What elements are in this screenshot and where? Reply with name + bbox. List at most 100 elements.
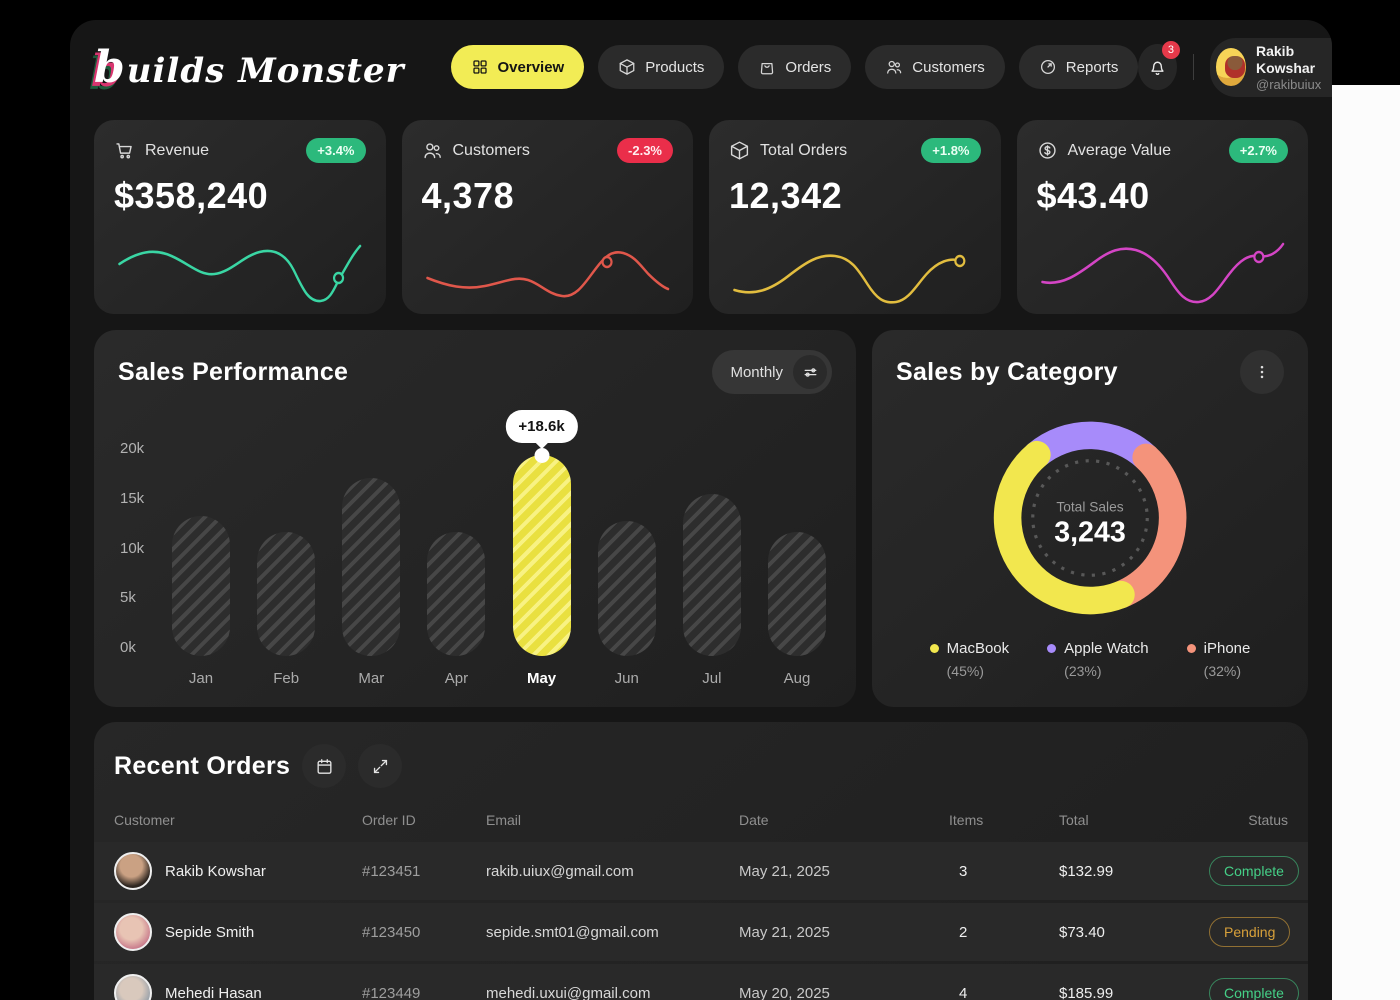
legend-item-apple-watch: Apple Watch (23%) [1047, 640, 1149, 679]
report-icon [1040, 59, 1055, 75]
y-tick: 15k [120, 489, 145, 507]
notifications-button[interactable]: 3 [1138, 41, 1180, 90]
sales-performance-panel: Sales Performance Monthly 20k 15k 10k 5k [94, 330, 856, 707]
stat-delta-badge: +3.4% [306, 138, 366, 163]
order-id: #123449 [362, 984, 421, 1000]
bar-slot-mar [342, 440, 401, 656]
legend-percent: (45%) [946, 663, 984, 679]
items-count: 4 [959, 984, 968, 1000]
bar-jun[interactable] [597, 521, 656, 656]
donut-center-label: Total Sales [1056, 500, 1123, 515]
nav-label: Customers [912, 58, 985, 76]
sales-performance-title: Sales Performance [118, 357, 349, 386]
bar-slot-jun [597, 440, 656, 656]
expand-icon [373, 759, 387, 773]
package-icon [730, 141, 749, 160]
email: rakib.uiux@gmail.com [486, 862, 634, 880]
table-row[interactable]: Mehedi Hasan #123449 mehedi.uxui@gmail.c… [94, 964, 1308, 1000]
legend-label: MacBook [946, 640, 1010, 657]
y-tick: 5k [120, 589, 136, 607]
x-tick-highlighted: May [526, 670, 557, 687]
nav-label: Reports [1065, 58, 1119, 76]
stat-delta-badge: -2.3% [617, 138, 673, 163]
y-tick: 10k [120, 539, 145, 557]
date: May 21, 2025 [739, 923, 830, 941]
bar-jan[interactable] [172, 515, 230, 656]
dollar-circle-icon [1038, 142, 1056, 159]
column-header: Date [739, 812, 769, 828]
customers-sparkline [425, 250, 669, 298]
customer-name: Rakib Kowshar [165, 862, 266, 880]
column-header: Email [486, 812, 522, 828]
column-header: Total [1059, 812, 1089, 828]
stat-card-revenue: Revenue +3.4% $358,240 [94, 120, 386, 314]
customer-name: Sepide Smith [165, 923, 255, 941]
email: sepide.smt01@gmail.com [486, 923, 659, 941]
average-value-sparkline [1040, 242, 1284, 304]
items-count: 3 [959, 862, 968, 880]
x-tick: Apr [444, 670, 469, 687]
bar-aug[interactable] [767, 531, 826, 656]
user-name: Rakib Kowshar [1256, 42, 1316, 76]
logo-text: uilds Monster [126, 50, 405, 91]
y-tick: 20k [120, 440, 145, 457]
email: mehedi.uxui@gmail.com [486, 984, 651, 1000]
avatar [114, 913, 152, 951]
bars-area: +18.6k [168, 410, 830, 656]
page-background-strip [1332, 85, 1400, 1000]
stat-label: Average Value [1067, 141, 1171, 159]
bar-slot-jan [172, 440, 230, 656]
bar-jul[interactable] [682, 494, 741, 656]
stat-delta-badge: +1.8% [921, 138, 981, 163]
avatar [114, 852, 152, 890]
stat-value: $358,240 [114, 175, 269, 216]
nav-tab-orders[interactable]: Orders [738, 45, 852, 89]
column-header: Order ID [362, 812, 416, 828]
orders-sparkline [733, 254, 966, 304]
logo-b-glyph: b [94, 41, 126, 93]
user-menu[interactable]: Rakib Kowshar @rakibuiux [1209, 37, 1332, 97]
nav-label: Products [645, 58, 705, 76]
header-divider [1192, 54, 1194, 80]
donut-segment-apple-watch[interactable] [1023, 421, 1160, 472]
stat-label: Revenue [145, 141, 210, 159]
nav-label: Orders [785, 58, 832, 76]
panel-menu-button[interactable] [1240, 350, 1284, 394]
bar-mar[interactable] [342, 477, 401, 656]
bar-apr[interactable] [427, 531, 486, 656]
user-info: Rakib Kowshar @rakibuiux [1256, 43, 1332, 92]
table-row[interactable]: Sepide Smith #123450 sepide.smt01@gmail.… [94, 903, 1308, 961]
y-axis: 20k 15k 10k 5k 0k [120, 440, 158, 656]
legend-label: Apple Watch [1064, 640, 1149, 657]
x-tick: Feb [273, 670, 300, 687]
header: builds Monster Overview Products Orders … [94, 36, 1332, 98]
legend-dot [1186, 644, 1196, 653]
sales-by-category-panel: Sales by Category Total Sales 3,243 [872, 330, 1308, 707]
table-row[interactable]: Rakib Kowshar #123451 rakib.uiux@gmail.c… [94, 842, 1308, 900]
status-badge: Complete [1209, 978, 1299, 1000]
period-filter-button[interactable]: Monthly [712, 350, 832, 394]
revenue-sparkline [118, 244, 362, 303]
bar-may-highlighted[interactable] [512, 455, 571, 656]
status-badge: Complete [1209, 856, 1299, 886]
notification-badge: 3 [1161, 41, 1180, 59]
stat-value: $43.40 [1036, 175, 1150, 216]
expand-button[interactable] [358, 744, 403, 788]
avatar [1215, 48, 1246, 86]
date: May 20, 2025 [739, 984, 830, 1000]
table-header: Customer Order ID Email Date Items Total… [94, 812, 1308, 842]
nav-tab-overview[interactable]: Overview [450, 45, 585, 89]
legend-label: iPhone [1203, 640, 1251, 657]
donut-segment-macbook[interactable] [993, 440, 1135, 615]
stat-card-average-value: Average Value +2.7% $43.40 [1016, 120, 1308, 314]
nav-tab-customers[interactable]: Customers [865, 45, 1005, 89]
legend-item-iphone: iPhone (32%) [1186, 640, 1251, 679]
bar-slot-feb [257, 440, 316, 656]
calendar-button[interactable] [302, 744, 347, 788]
donut-center-value: 3,243 [1054, 516, 1126, 548]
nav-tab-reports[interactable]: Reports [1018, 45, 1139, 89]
bar-feb[interactable] [257, 531, 316, 656]
nav-tab-products[interactable]: Products [598, 45, 725, 89]
cart-icon [116, 143, 132, 159]
donut-segment-iphone[interactable] [1107, 443, 1187, 609]
